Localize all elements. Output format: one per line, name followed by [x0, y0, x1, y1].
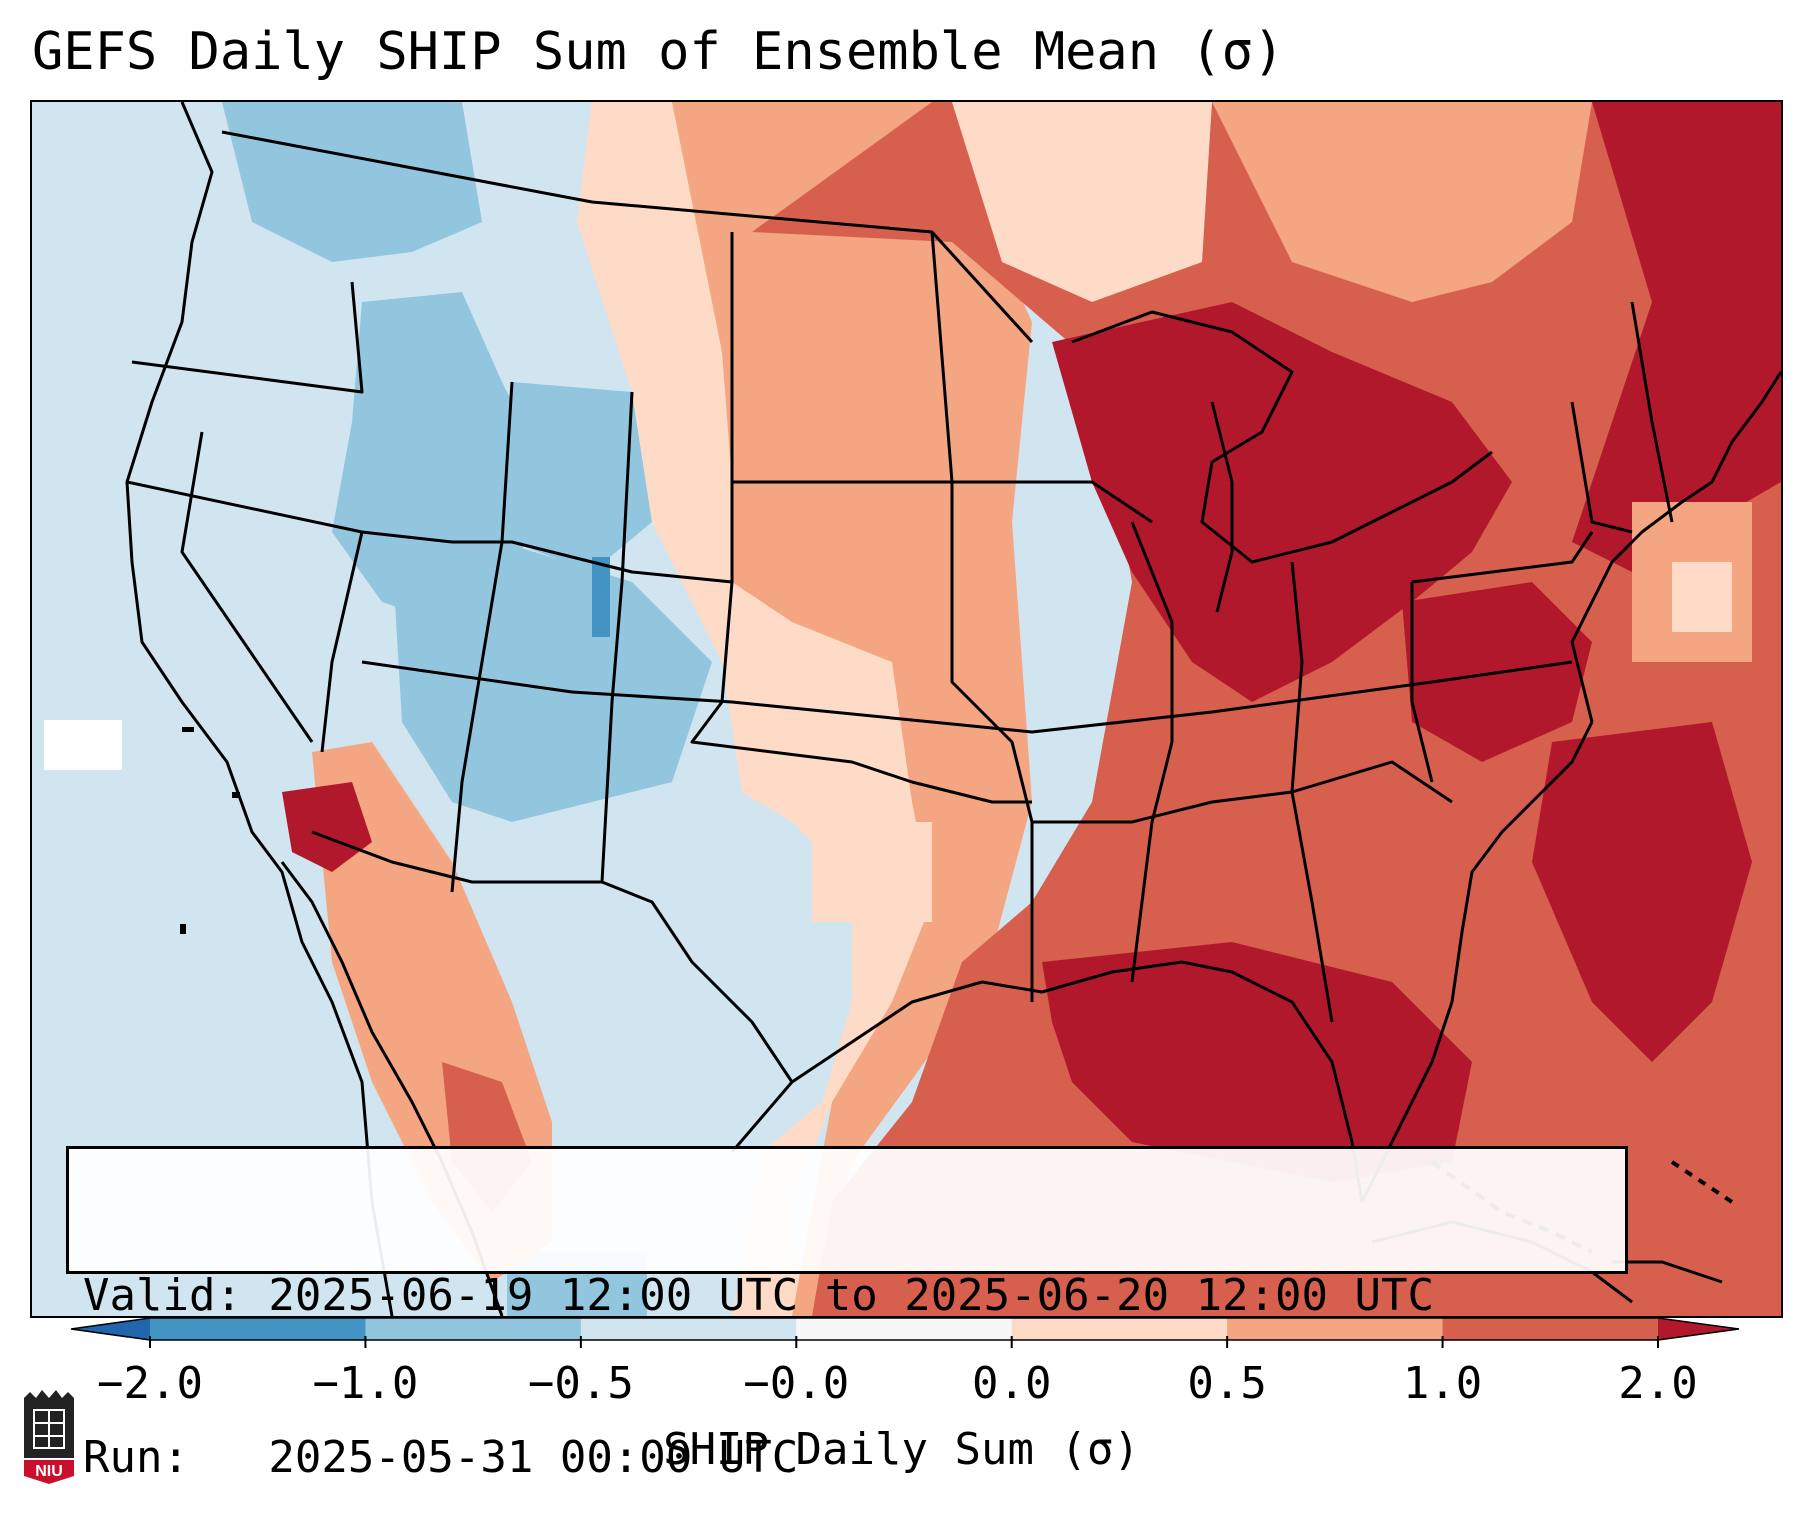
colorado-dark-blue — [592, 557, 610, 637]
logo-text: NIU — [35, 1463, 63, 1480]
florida-coast — [1360, 721, 1594, 1203]
state-line-15 — [1411, 531, 1594, 584]
colorbar-segment — [1227, 1318, 1444, 1340]
state-line-10 — [732, 480, 1153, 524]
valid-time-text: Valid: 2025-06-19 12:00 UTC to 2025-06-2… — [83, 1270, 1435, 1321]
state-line-9 — [930, 231, 1034, 1002]
state-line-7 — [600, 391, 634, 883]
state-line-12 — [1032, 760, 1453, 824]
state-line-17 — [1570, 401, 1633, 534]
northern-plains-light — [952, 102, 1212, 302]
colorbar-label: SHIP Daily Sum (σ) — [663, 1424, 1140, 1475]
plains-orange — [672, 102, 1032, 1316]
colorbar-tick-label: −2.0 — [97, 1358, 203, 1409]
colorbar-segment — [365, 1318, 582, 1340]
colorbar-tick-label: −0.0 — [743, 1358, 850, 1409]
idaho-blue-region — [332, 292, 552, 622]
state-line-6 — [361, 660, 1573, 734]
colorbar-tick-label: 0.0 — [971, 1358, 1052, 1409]
colorbar-tick-label: 0.5 — [1187, 1358, 1267, 1409]
coastlines — [125, 102, 1781, 1316]
colorbar-segment — [1442, 1318, 1659, 1340]
state-line-11 — [1130, 521, 1174, 983]
niu-logo: NIU — [24, 1390, 74, 1484]
great-lakes-outline — [1071, 310, 1493, 564]
gulf-coast — [730, 960, 1364, 1203]
gulf-dark-red — [1042, 942, 1472, 1182]
colorbar-tick-label: 2.0 — [1618, 1358, 1698, 1409]
colorbar-tick-label: −0.5 — [527, 1358, 634, 1409]
colorbar-ticks — [149, 1336, 1659, 1348]
northeast-dark-red — [1572, 102, 1781, 572]
map-panel — [30, 100, 1783, 1318]
mexico-border — [601, 880, 794, 1083]
state-line-18 — [1630, 301, 1674, 523]
great-lakes-dark-red — [1052, 302, 1512, 702]
white-patch — [44, 720, 122, 770]
colorbar — [70, 1317, 1740, 1341]
colorbar-tick-label: 1.0 — [1402, 1358, 1483, 1409]
state-line-8 — [690, 232, 1032, 804]
state-line-13 — [1290, 561, 1334, 1023]
state-line-3 — [320, 531, 364, 753]
wyoming-blue-region — [512, 382, 652, 572]
colorbar-extend-low — [71, 1318, 150, 1340]
state-line-1 — [131, 281, 364, 394]
colorbar-segment — [150, 1318, 366, 1340]
run-time-text: Run: 2025-05-31 00:00 UTC — [83, 1432, 799, 1483]
state-line-14 — [1410, 582, 1434, 783]
canada-light — [1212, 102, 1592, 302]
colorbar-segment — [580, 1318, 797, 1340]
state-line-4 — [180, 431, 314, 743]
east-coast — [1570, 371, 1781, 723]
socal-dark-red — [282, 782, 372, 872]
state-line-2 — [126, 480, 733, 584]
texas-light-patch — [812, 822, 932, 922]
state-line-16 — [311, 830, 602, 884]
lake-michigan — [1210, 401, 1234, 613]
colorbar-segments — [71, 1318, 1739, 1340]
washington-blue-region — [222, 102, 482, 262]
logo-shield — [24, 1460, 74, 1484]
colorbar-segment — [1011, 1318, 1228, 1340]
utah-colorado-blue-region — [392, 542, 712, 822]
valid-run-info-box: Valid: 2025-06-19 12:00 UTC to 2025-06-2… — [66, 1146, 1628, 1483]
atlantic-lighter-patch — [1672, 562, 1732, 632]
state-line-5 — [450, 381, 514, 893]
canada-border — [221, 130, 1034, 344]
map-title: GEFS Daily SHIP Sum of Ensemble Mean (σ) — [32, 22, 1285, 82]
colorbar-tick-label: −1.0 — [312, 1358, 419, 1409]
colorbar-segment — [796, 1318, 1013, 1340]
colorbar-extend-high — [1658, 1318, 1739, 1340]
west-coast — [125, 102, 394, 1316]
central-red-orange — [752, 102, 1781, 1316]
atlantic-dark-red — [1532, 722, 1752, 1062]
